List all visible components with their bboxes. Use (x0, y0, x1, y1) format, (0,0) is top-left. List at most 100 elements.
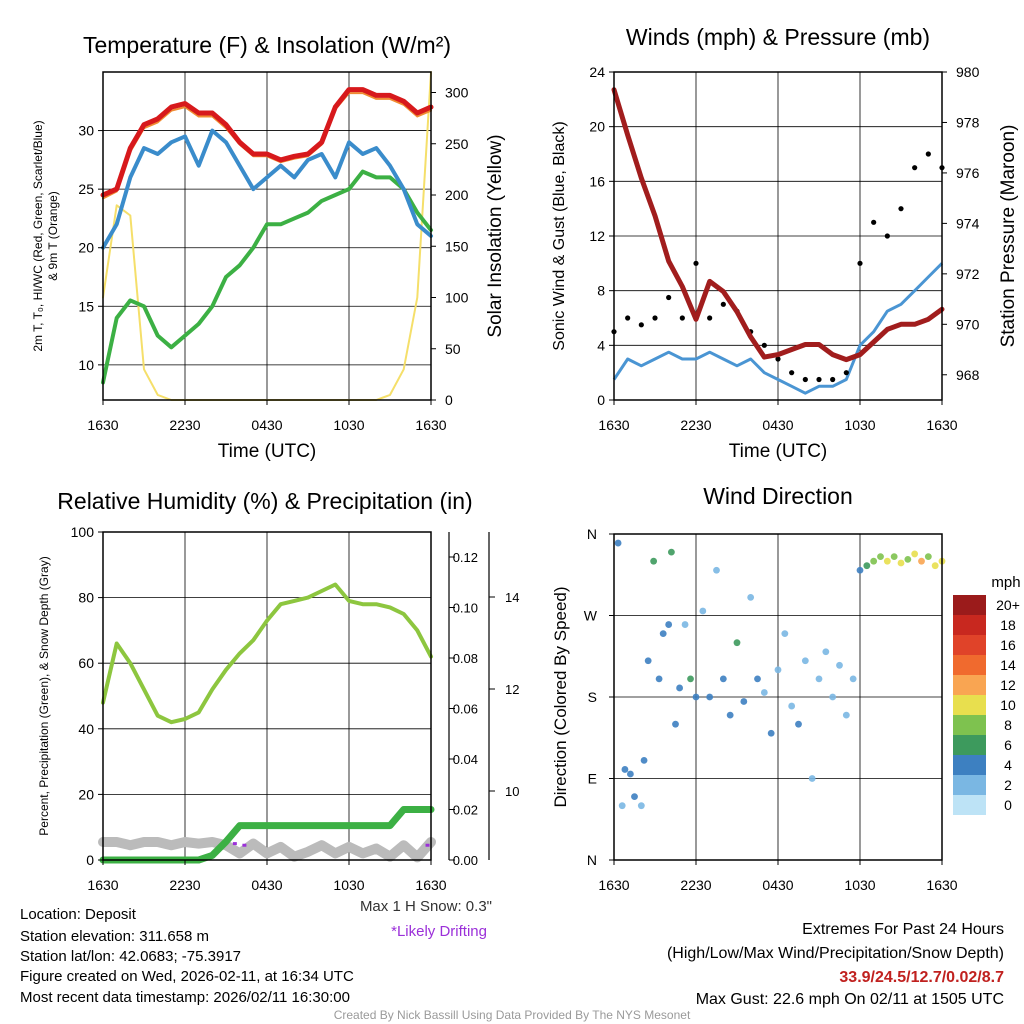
direction-label: N (587, 852, 597, 868)
x-tick-label: 1630 (87, 417, 118, 433)
legend-label: 8 (1004, 717, 1012, 733)
x-tick-label: 1030 (333, 417, 364, 433)
gust-point (925, 151, 931, 157)
station-location: Location: Deposit (20, 906, 136, 923)
direction-point (904, 555, 912, 563)
direction-point (631, 793, 638, 801)
temperature-y2label: Solar Insolation (Yellow) (485, 134, 506, 337)
y2-tick-label: 970 (956, 316, 980, 332)
x-tick-label: 1630 (415, 877, 446, 893)
gust-point (652, 315, 658, 321)
direction-point (897, 559, 905, 567)
direction-point (931, 562, 939, 570)
direction-point (918, 557, 925, 565)
y-tick-label: 24 (589, 64, 605, 80)
y2-tick-label: 50 (445, 341, 461, 357)
direction-point (637, 802, 645, 810)
direction-point (822, 648, 830, 656)
y2-tick-label: 150 (445, 238, 469, 254)
gust-point (679, 315, 685, 321)
x-tick-label: 1630 (598, 417, 629, 433)
gust-point (898, 206, 904, 212)
max-gust: Max Gust: 22.6 mph On 02/11 at 1505 UTC (696, 991, 1004, 1008)
series-dewpoint (101, 169, 433, 385)
direction-point (672, 720, 679, 728)
gust-point (857, 260, 863, 266)
legend-label: 4 (1004, 757, 1012, 773)
direction-point (788, 702, 796, 710)
direction-panel: Wind Direction 1630 2230 0430 1030 1630 N E S W… (551, 483, 1021, 893)
extremes-block: Extremes For Past 24 Hours (High/Low/Max… (667, 921, 1004, 1008)
direction-point (924, 553, 932, 561)
x-tick-label: 1630 (926, 417, 957, 433)
y2-tick-label: 100 (445, 290, 469, 306)
station-elevation: Station elevation: 311.658 m (20, 928, 210, 945)
direction-point (681, 621, 689, 628)
y2-tick-label: 968 (956, 367, 980, 383)
humidity-title: Relative Humidity (%) & Precipitation (i… (57, 488, 472, 514)
direction-point (719, 675, 727, 683)
winds-xlabel: Time (UTC) (729, 441, 828, 462)
direction-point (795, 720, 802, 728)
direction-point (659, 630, 667, 638)
legend-label: 12 (1000, 677, 1016, 693)
y-tick-label: 30 (78, 123, 94, 139)
y2-tick-label: 976 (956, 165, 980, 181)
legend-swatch (953, 775, 986, 795)
legend-swatch (953, 615, 986, 635)
y-tick-label: 20 (589, 119, 605, 135)
legend-label: 6 (1004, 737, 1012, 753)
direction-point (665, 621, 673, 628)
y-tick-label: 12 (589, 228, 605, 244)
x-tick-label: 1630 (598, 877, 629, 893)
y2-tick-label: 200 (445, 187, 469, 203)
y-tick-label: 0 (86, 852, 94, 868)
direction-point (856, 566, 864, 574)
series-pressure (611, 87, 945, 363)
y-tick-label: 16 (589, 173, 605, 189)
x-tick-label: 2230 (680, 877, 711, 893)
direction-point (849, 675, 857, 683)
direction-point (692, 693, 700, 701)
precip-tick-label: 0.10 (453, 601, 478, 616)
gust-point (625, 315, 631, 321)
legend-label: 18 (1000, 617, 1016, 633)
gust-point (666, 294, 672, 301)
x-tick-label: 1030 (844, 877, 875, 893)
series-snow-depth (98, 837, 436, 863)
direction-point (726, 711, 734, 719)
gust-point (871, 219, 877, 225)
direction-point (713, 566, 720, 574)
y-tick-label: 40 (78, 721, 94, 737)
direction-point (842, 711, 850, 719)
recent-timestamp: Most recent data timestamp: 2026/02/11 1… (20, 989, 350, 1006)
series-sonic-wind (612, 262, 944, 395)
winds-panel: Winds (mph) & Pressure (mb) 1630 2230 0430… (551, 24, 1019, 462)
x-tick-label: 2230 (680, 417, 711, 433)
precip-tick-label: 0.12 (453, 550, 478, 565)
direction-title: Wind Direction (703, 483, 853, 509)
direction-point (815, 675, 823, 683)
direction-point (774, 666, 782, 674)
gust-point (707, 315, 713, 321)
gust-point (789, 370, 795, 376)
y-tick-label: 8 (597, 283, 605, 299)
direction-point (676, 684, 683, 692)
credit: Created By Nick Bassill Using Data Provi… (334, 1008, 691, 1022)
direction-label: N (587, 526, 597, 542)
y2-tick-label: 978 (956, 114, 980, 130)
snow-tick-label: 14 (505, 590, 519, 605)
direction-point (754, 675, 761, 683)
gust-point (843, 370, 849, 376)
x-tick-label: 0430 (762, 417, 793, 433)
x-tick-label: 1630 (415, 417, 446, 433)
legend-label: 2 (1004, 777, 1012, 793)
direction-point (644, 657, 652, 665)
y-tick-label: 4 (597, 337, 605, 353)
direction-point (706, 693, 714, 701)
direction-point (627, 770, 634, 778)
series-2m-t (100, 87, 434, 198)
temperature-title: Temperature (F) & Insolation (W/m²) (83, 32, 451, 58)
gust-point (720, 301, 726, 307)
